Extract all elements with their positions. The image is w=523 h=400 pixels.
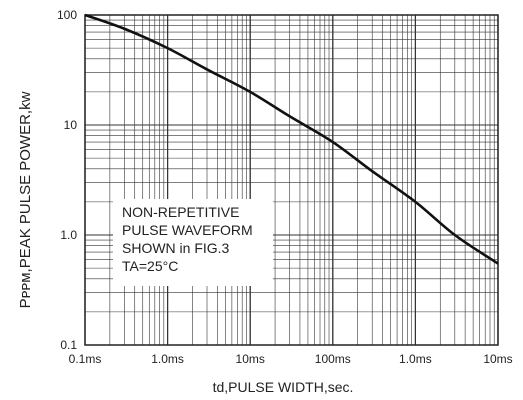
x-axis-label: td,PULSE WIDTH,sec. (213, 379, 354, 395)
y-tick-label: 10 (64, 118, 78, 132)
y-axis-label: Pᴘᴘᴍ,PEAK PULSE POWER,kw (17, 91, 34, 308)
y-tick-label: 1.0 (60, 228, 77, 242)
x-tick-label: 10ms (236, 352, 265, 366)
y-tick-label: 0.1 (60, 338, 77, 352)
x-tick-label: 1.0ms (399, 352, 432, 366)
x-tick-label: 1.0ms (151, 352, 184, 366)
y-tick-label: 100 (57, 8, 77, 22)
plot-frame (84, 14, 499, 346)
x-tick-label: 100ms (315, 352, 351, 366)
annotation-box: NON-REPETITIVE PULSE WAVEFORM SHOWN in F… (113, 199, 273, 286)
annotation-line-4: TA=25°C (122, 258, 178, 274)
grid (84, 14, 499, 346)
x-tick-label: 0.1ms (69, 352, 102, 366)
annotation-line-2: PULSE WAVEFORM (122, 222, 253, 238)
annotation-line-1: NON-REPETITIVE (122, 204, 239, 220)
power-curve (84, 13, 499, 265)
x-tick-label: 10ms (483, 352, 512, 366)
annotation-line-3: SHOWN in FIG.3 (122, 240, 230, 256)
